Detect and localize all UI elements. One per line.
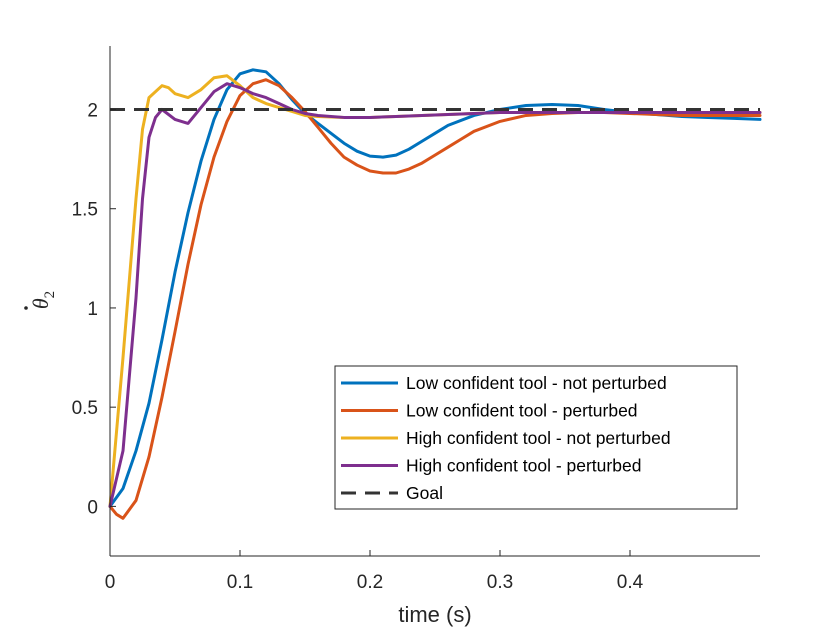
y-ticks: 0 0.5 1 1.5 2 xyxy=(72,101,116,518)
x-tick-label: 0.3 xyxy=(487,572,513,593)
legend-label-1: Low confident tool - not perturbed xyxy=(406,373,667,393)
y-tick-label: 1.5 xyxy=(72,200,98,221)
y-axis-label: θ2 xyxy=(24,291,58,310)
y-tick-label: 1 xyxy=(87,299,98,320)
series-layer xyxy=(108,68,762,520)
series-line-4 xyxy=(108,82,762,508)
y-tick-label: 2 xyxy=(87,101,98,122)
x-axis-label: time (s) xyxy=(398,602,471,627)
y-tick-label: 0.5 xyxy=(72,398,98,419)
legend-label-4: High confident tool - perturbed xyxy=(406,456,641,476)
x-tick-label: 0.2 xyxy=(357,572,383,593)
legend-label-5: Goal xyxy=(406,483,443,503)
legend: Low confident tool - not perturbed Low co… xyxy=(334,365,738,510)
y-axis-label-text: θ2 xyxy=(28,291,58,309)
x-tick-label: 0.4 xyxy=(617,572,644,593)
x-tick-label: 0.1 xyxy=(227,572,253,593)
legend-box xyxy=(334,365,738,510)
x-tick-label: 0 xyxy=(105,572,116,593)
legend-label-2: Low confident tool - perturbed xyxy=(406,401,638,421)
legend-label-3: High confident tool - not perturbed xyxy=(406,428,671,448)
x-ticks: 0 0.1 0.2 0.3 0.4 xyxy=(105,550,644,593)
y-tick-label: 0 xyxy=(87,497,98,518)
y-axis-label-dot xyxy=(24,306,28,310)
